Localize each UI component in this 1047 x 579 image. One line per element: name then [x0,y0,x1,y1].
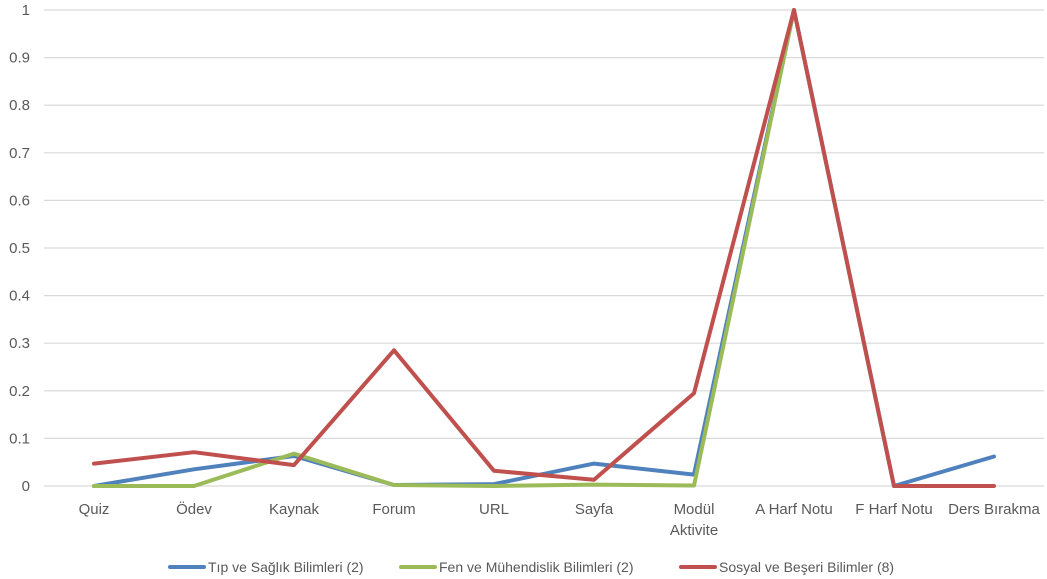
series-line-2 [92,8,796,488]
y-tick-label: 0.4 [9,288,30,305]
y-tick-label: 0.1 [9,430,30,447]
x-tick-label: Quiz [79,501,110,518]
legend-label: Fen ve Mühendislik Bilimleri (2) [439,559,634,575]
x-tick-label: Forum [372,501,415,518]
y-tick-label: 0.3 [9,335,30,352]
y-tick-label: 0.8 [9,97,30,114]
gridlines [44,9,1044,487]
legend-entry-1: Tıp ve Sağlık Bilimleri (2) [168,559,364,575]
y-tick-label: 0 [22,478,30,495]
y-tick-label: 0.6 [9,192,30,209]
y-tick-label: 0.9 [9,50,30,67]
y-tick-label: 0.5 [9,240,30,257]
legend-label: Tıp ve Sağlık Bilimleri (2) [208,559,364,575]
x-tick-label: URL [479,501,509,518]
x-tick-label: F Harf Notu [855,501,933,518]
x-tick-label: Modül Aktivite [670,501,718,539]
x-tick-label: Ders Bırakma [948,501,1040,518]
x-tick-label: Sayfa [575,501,614,518]
legend-entry-2: Fen ve Mühendislik Bilimleri (2) [399,559,634,575]
y-tick-label: 0.7 [9,145,30,162]
x-axis-tick-labels: Quiz Ödev Kaynak Forum URL Sayfa Modül Aktivite… [79,500,1041,539]
legend: Tıp ve Sağlık Bilimleri (2) Fen ve Mühend… [168,559,894,575]
x-tick-label: Ödev [176,500,212,518]
series-lines [92,8,996,488]
x-tick-label: Kaynak [269,501,320,518]
y-tick-label: 0.2 [9,383,30,400]
series-line-3 [92,8,996,488]
y-axis-tick-labels: 0 0.1 0.2 0.3 0.4 0.5 0.6 0.7 0.8 0.9 1 [9,2,30,495]
legend-entry-3: Sosyal ve Beşeri Bilimler (8) [679,559,894,575]
y-tick-label: 1 [22,2,30,19]
x-tick-label: A Harf Notu [755,501,833,518]
legend-label: Sosyal ve Beşeri Bilimler (8) [719,559,894,575]
